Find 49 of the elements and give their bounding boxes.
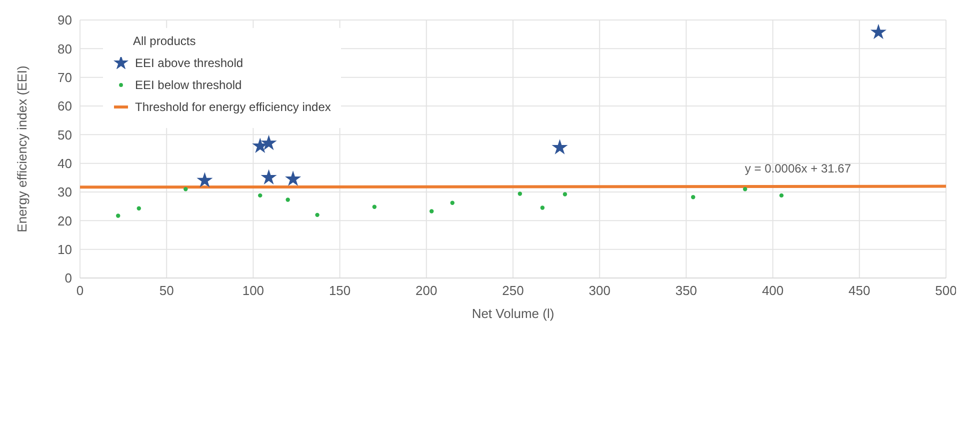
point	[691, 195, 696, 200]
x-tick-label: 50	[159, 283, 174, 298]
point	[136, 206, 141, 210]
point	[429, 209, 434, 214]
x-tick-label: 0	[76, 283, 84, 298]
x-tick-label: 200	[416, 283, 438, 298]
y-tick-label: 0	[64, 270, 72, 286]
legend-label: Threshold for energy efficiency index	[135, 100, 331, 114]
point	[258, 193, 262, 198]
point	[540, 206, 545, 210]
point	[562, 192, 568, 196]
x-tick-label: 250	[502, 283, 524, 298]
legend-title: All products	[133, 34, 197, 48]
y-tick-label: 80	[58, 41, 72, 56]
y-tick-label: 20	[58, 213, 72, 228]
y-tick-label: 40	[58, 156, 72, 171]
point	[315, 212, 320, 218]
y-tick-label: 10	[58, 242, 72, 257]
point	[116, 214, 120, 218]
point	[552, 139, 568, 154]
point	[870, 24, 886, 40]
x-tick-label: 450	[848, 283, 870, 298]
x-axis-title: Net Volume (l)	[472, 306, 554, 321]
legend-label: EEI below threshold	[135, 78, 242, 92]
point	[450, 200, 454, 205]
point	[372, 204, 377, 210]
x-tick-label: 300	[588, 283, 610, 298]
point	[260, 169, 277, 184]
x-tick-label: 100	[242, 283, 264, 298]
y-tick-label: 70	[58, 70, 72, 85]
y-axis-title: Energy efficiency index (EEI)	[14, 66, 30, 232]
point	[779, 193, 784, 198]
point	[184, 187, 188, 192]
y-tick-label: 30	[58, 184, 72, 200]
x-tick-label: 500	[935, 283, 957, 298]
point	[285, 170, 302, 186]
y-tick-label: 50	[58, 127, 72, 142]
y-tick-label: 60	[58, 98, 72, 114]
y-tick-label: 90	[58, 12, 72, 28]
point	[286, 198, 290, 202]
point	[518, 192, 522, 196]
point	[260, 134, 277, 150]
point	[742, 187, 748, 192]
legend-label: EEI above threshold	[135, 56, 244, 70]
x-tick-label: 150	[328, 283, 351, 298]
x-tick-label: 350	[675, 283, 698, 298]
annotation: y = 0.0006x + 31.67	[744, 161, 852, 176]
x-tick-label: 400	[762, 283, 784, 298]
point	[196, 172, 213, 188]
